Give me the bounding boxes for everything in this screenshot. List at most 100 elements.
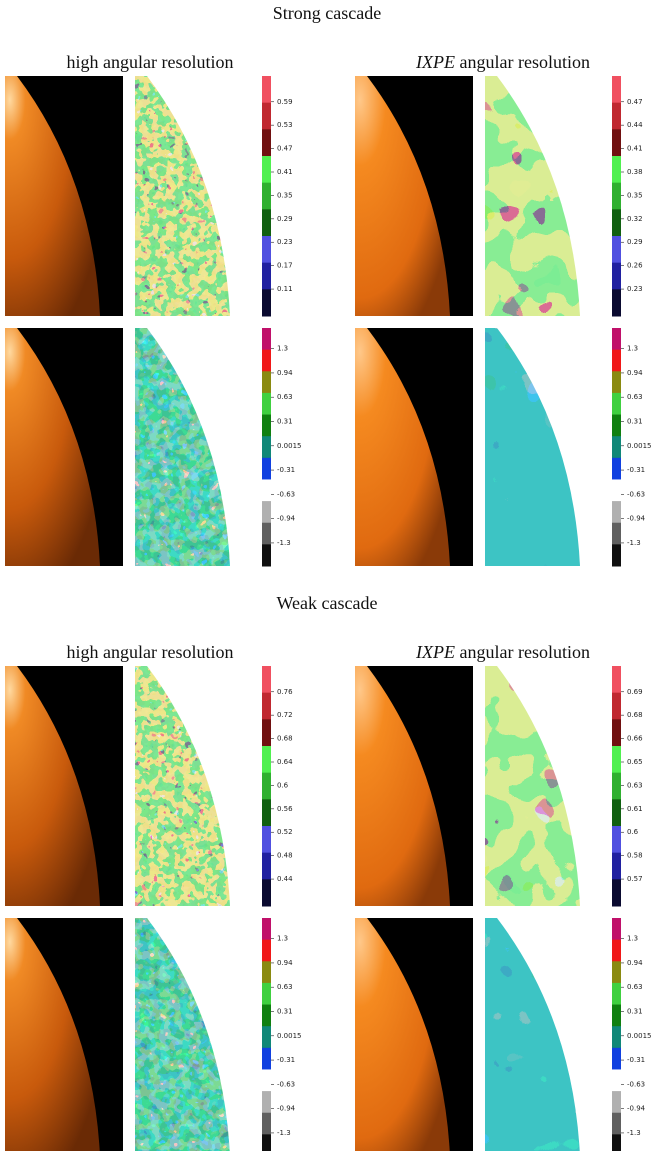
colorbar-tick-label: 0.41 [277, 168, 293, 176]
colorbar-tick-label: 0.32 [627, 215, 643, 223]
colorbar-segment [612, 458, 621, 480]
colorbar-tick-label: 0.23 [627, 285, 643, 293]
colorbar-tick-label: -0.63 [277, 490, 295, 498]
colorbar-segment [612, 879, 621, 906]
colorbar-tick-label: 0.56 [277, 805, 293, 813]
colorbar-segment [262, 773, 271, 800]
colorbar-segment [262, 328, 271, 350]
colorbar-segment [612, 1113, 621, 1135]
section-title: Weak cascade [277, 593, 378, 613]
colorbar-tick-label: 0.47 [627, 98, 643, 106]
colorbar-segment [262, 1069, 271, 1091]
colorbar-tick-label: 1.3 [627, 345, 638, 353]
colorbar-tick-label: -0.94 [277, 515, 296, 523]
colorbar-segment [262, 263, 271, 290]
colorbar-segment [612, 156, 621, 183]
colorbar-tick-label: 0.31 [627, 1008, 643, 1016]
colorbar-segment [262, 156, 271, 183]
colorbar-segment [262, 209, 271, 236]
colorbar-segment [612, 746, 621, 773]
colorbar-tick-label: 0.29 [277, 215, 293, 223]
colorbar-tick-label: -1.3 [627, 539, 641, 547]
colorbar-segment [612, 826, 621, 853]
colorbar-tick-label: -1.3 [277, 1129, 291, 1137]
colorbar-segment [262, 76, 271, 103]
colorbar-tick-label: 0.0015 [627, 442, 652, 450]
colorbar-tick-label: -0.31 [277, 1056, 295, 1064]
colorbar-segment [262, 436, 271, 458]
colorbar-segment [262, 544, 271, 566]
colorbar-segment [612, 236, 621, 263]
colorbar-tick-label: -0.63 [627, 490, 645, 498]
colorbar-tick-label: 0.17 [277, 262, 293, 270]
colorbar-tick-label: 0.61 [627, 805, 643, 813]
column-header: high angular resolution [67, 52, 234, 72]
panel-group: 0.690.680.660.650.630.610.60.580.57 [355, 666, 643, 907]
colorbar-segment [262, 415, 271, 437]
colorbar-segment [612, 501, 621, 523]
colorbar-segment [262, 1005, 271, 1027]
colorbar-tick-label: 0.29 [627, 238, 643, 246]
colorbar-tick-label: 0.0015 [277, 1032, 302, 1040]
colorbar-segment [262, 719, 271, 746]
colorbar-tick-label: 0.63 [627, 781, 643, 789]
colorbar-segment [262, 103, 271, 130]
colorbar-segment [612, 103, 621, 130]
colorbar-tick-label: 0.63 [627, 983, 643, 991]
colorbar-tick-label: 0.94 [627, 959, 643, 967]
colorbar-segment [262, 523, 271, 545]
colorbar-tick-label: 0.0015 [277, 442, 302, 450]
colorbar-tick-label: 0.58 [627, 852, 643, 860]
colorbar-tick-label: 0.53 [277, 121, 293, 129]
colorbar-tick-label: 0.69 [627, 688, 643, 696]
colorbar-segment [262, 666, 271, 693]
colorbar-tick-label: 0.65 [627, 758, 643, 766]
colorbar-tick-label: 0.41 [627, 145, 643, 153]
colorbar-segment [262, 826, 271, 853]
colorbar-tick-label: 0.35 [627, 191, 643, 199]
colorbar-segment [612, 1069, 621, 1091]
colorbar-tick-label: 0.94 [627, 369, 643, 377]
colorbar-segment [262, 961, 271, 983]
colorbar-tick-label: -0.63 [627, 1080, 645, 1088]
colorbar-segment [612, 693, 621, 720]
colorbar-tick-label: 0.59 [277, 98, 293, 106]
colorbar-tick-label: -0.31 [277, 466, 295, 474]
colorbar-tick-label: 0.44 [277, 875, 293, 883]
colorbar-segment [612, 1026, 621, 1048]
colorbar-tick-label: 0.64 [277, 758, 293, 766]
column-header: high angular resolution [67, 642, 234, 662]
colorbar-segment [262, 983, 271, 1005]
colorbar-tick-label: 1.3 [277, 345, 288, 353]
colorbar-segment [262, 1026, 271, 1048]
colorbar-segment [612, 853, 621, 880]
colorbar-segment [262, 879, 271, 906]
colorbar-segment [262, 1113, 271, 1135]
colorbar-tick-label: 0.94 [277, 959, 293, 967]
colorbar-segment [612, 918, 621, 940]
colorbar-segment [612, 328, 621, 350]
colorbar-segment [612, 209, 621, 236]
colorbar-segment [612, 799, 621, 826]
colorbar-tick-label: 0.66 [627, 735, 643, 743]
colorbar-segment [612, 523, 621, 545]
colorbar-tick-label: -1.3 [627, 1129, 641, 1137]
colorbar-tick-label: 0.31 [627, 418, 643, 426]
colorbar-segment [612, 719, 621, 746]
panel-group: 0.470.440.410.380.350.320.290.260.23 [355, 76, 643, 317]
colorbar-segment [262, 479, 271, 501]
colorbar-segment [612, 393, 621, 415]
colorbar-segment [612, 773, 621, 800]
colorbar-segment [262, 746, 271, 773]
colorbar-segment [612, 1048, 621, 1070]
panel-group: 1.30.940.630.310.0015-0.31-0.63-0.94-1.3 [355, 918, 652, 1151]
colorbar-segment [262, 183, 271, 210]
colorbar-segment [612, 544, 621, 566]
colorbar-tick-label: 0.68 [627, 711, 643, 719]
colorbar-tick-label: 0.63 [627, 393, 643, 401]
panel-group: 0.590.530.470.410.350.290.230.170.11 [5, 76, 293, 317]
colorbar-segment [612, 289, 621, 316]
colorbar-tick-label: 0.11 [277, 285, 293, 293]
colorbar-tick-label: -0.94 [627, 515, 646, 523]
colorbar-tick-label: -0.31 [627, 1056, 645, 1064]
